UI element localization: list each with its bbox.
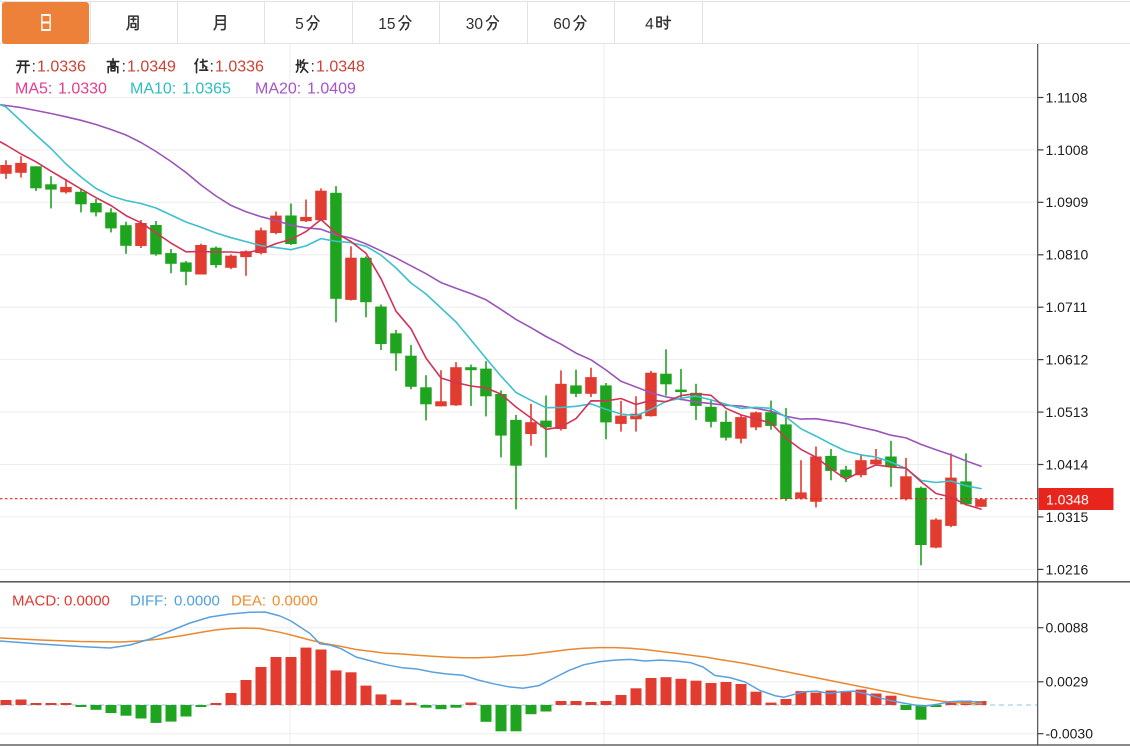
svg-text:60: 60: [553, 16, 571, 33]
svg-text:0.0029: 0.0029: [1046, 674, 1089, 690]
svg-text:1.0336: 1.0336: [37, 59, 86, 76]
svg-text:1.0348: 1.0348: [1046, 492, 1089, 508]
svg-text::: :: [311, 59, 315, 76]
svg-text:DIFF:: DIFF:: [130, 593, 168, 610]
svg-text:1.0348: 1.0348: [316, 59, 365, 76]
svg-text:15: 15: [378, 16, 395, 33]
svg-text:0.0000: 0.0000: [272, 593, 318, 610]
svg-text:1.0315: 1.0315: [1046, 509, 1089, 525]
svg-text:0.0000: 0.0000: [64, 593, 110, 610]
svg-text:1.0909: 1.0909: [1046, 194, 1089, 210]
svg-text:1.0612: 1.0612: [1046, 352, 1089, 368]
svg-text:MA10:: MA10:: [130, 81, 176, 98]
svg-text:-0.0030: -0.0030: [1046, 726, 1094, 742]
svg-text:1.0409: 1.0409: [307, 81, 356, 98]
svg-text:1.0365: 1.0365: [182, 81, 231, 98]
svg-text::: :: [122, 59, 126, 76]
svg-text:1.0330: 1.0330: [58, 81, 107, 98]
svg-text:0.0000: 0.0000: [174, 593, 220, 610]
svg-text:4: 4: [645, 16, 654, 33]
svg-text:1.0810: 1.0810: [1046, 247, 1089, 263]
svg-text:1.0513: 1.0513: [1046, 404, 1089, 420]
svg-text:DEA:: DEA:: [231, 593, 266, 610]
svg-text:1.0414: 1.0414: [1046, 456, 1089, 472]
svg-text:1.0336: 1.0336: [215, 59, 264, 76]
svg-text:1.1108: 1.1108: [1046, 89, 1088, 105]
svg-text:MA20:: MA20:: [255, 81, 301, 98]
svg-text:1.0711: 1.0711: [1046, 299, 1088, 315]
svg-text::: :: [210, 59, 214, 76]
svg-text:30: 30: [466, 16, 484, 33]
svg-text::: :: [32, 59, 36, 76]
svg-text:1.0216: 1.0216: [1046, 561, 1089, 577]
svg-text:1.0349: 1.0349: [127, 59, 176, 76]
svg-text:1.1008: 1.1008: [1046, 142, 1089, 158]
svg-text:MACD:: MACD:: [12, 593, 60, 610]
svg-text:5: 5: [295, 16, 304, 33]
svg-text:MA5:: MA5:: [15, 81, 52, 98]
svg-text:0.0088: 0.0088: [1046, 620, 1089, 636]
